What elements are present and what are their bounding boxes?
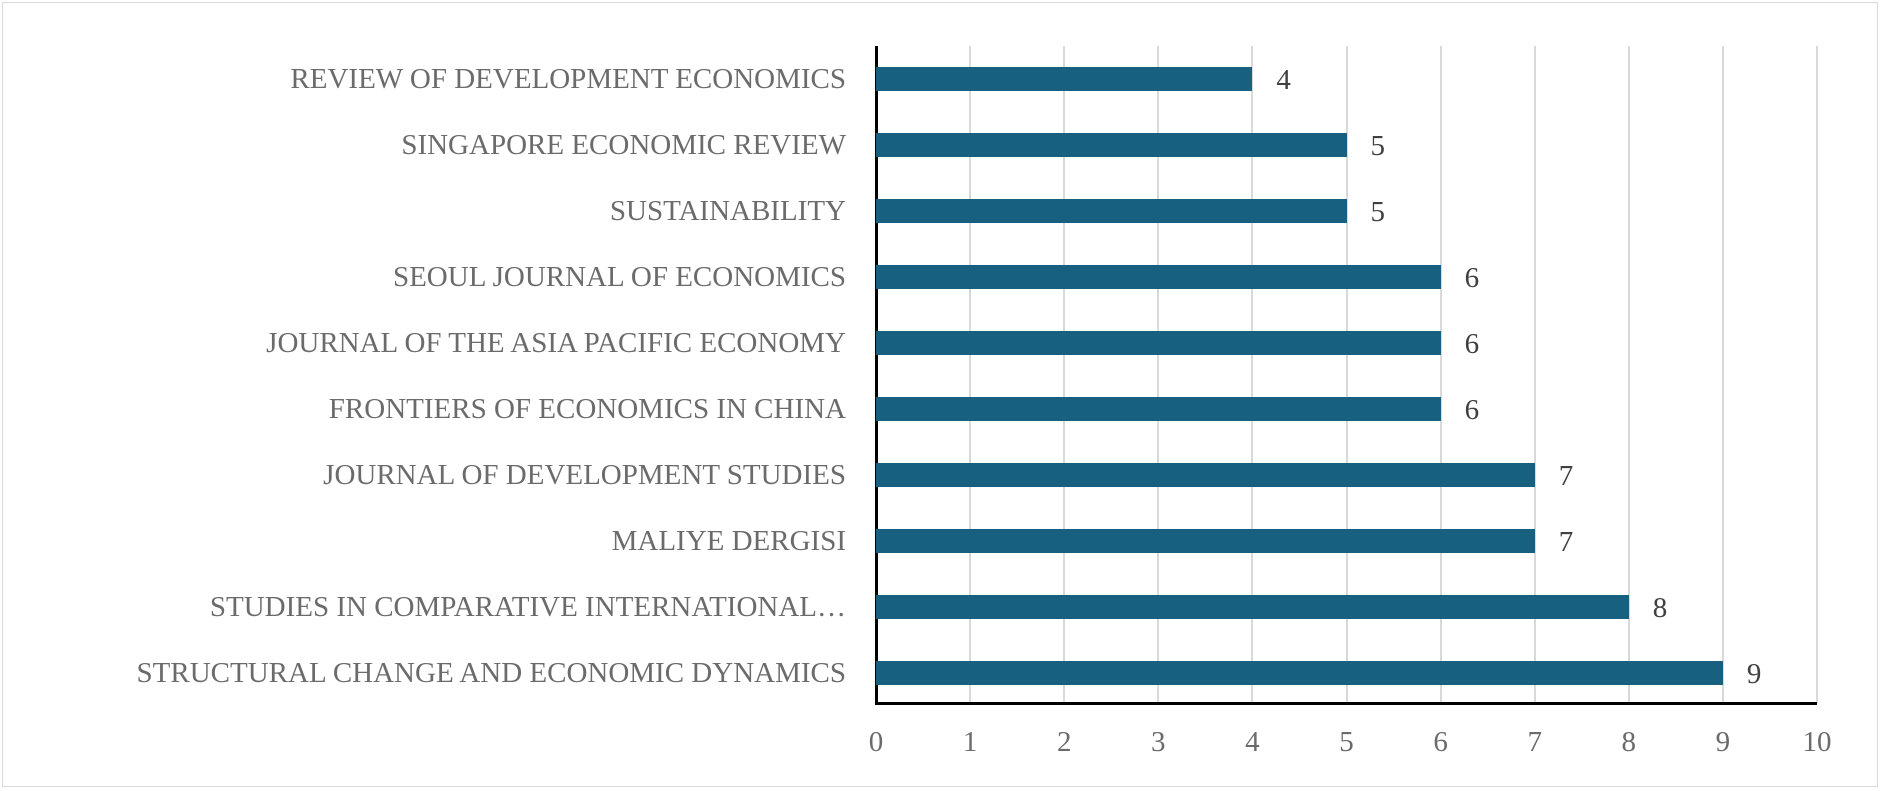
data-label: 5	[1370, 130, 1386, 162]
x-axis	[875, 702, 1817, 705]
data-label: 6	[1464, 328, 1480, 360]
x-tick-label: 4	[1245, 726, 1260, 758]
data-label: 8	[1652, 592, 1668, 624]
category-label: REVIEW OF DEVELOPMENT ECONOMICS	[290, 63, 846, 95]
data-label: 7	[1558, 460, 1574, 492]
data-label: 9	[1746, 658, 1762, 690]
x-tick-label: 10	[1802, 726, 1832, 758]
x-tick-label: 5	[1339, 726, 1354, 758]
category-label: SINGAPORE ECONOMIC REVIEW	[401, 129, 846, 161]
x-tick-label: 7	[1527, 726, 1542, 758]
bar	[876, 397, 1441, 421]
x-tick-label: 2	[1056, 726, 1072, 758]
y-axis	[875, 46, 878, 703]
gridline	[1816, 46, 1818, 703]
data-label: 6	[1464, 394, 1480, 426]
gridline	[1251, 46, 1254, 703]
x-tick-label: 8	[1621, 726, 1637, 758]
x-tick-label: 9	[1715, 726, 1731, 758]
gridline	[1063, 46, 1066, 703]
gridline	[1439, 46, 1442, 703]
category-label: FRONTIERS OF ECONOMICS IN CHINA	[328, 393, 846, 425]
gridline	[1721, 46, 1724, 703]
data-label: 7	[1558, 526, 1574, 558]
gridline	[969, 46, 972, 703]
x-tick-label: 0	[868, 726, 884, 758]
category-label: JOURNAL OF DEVELOPMENT STUDIES	[323, 459, 846, 491]
x-tick-label: 3	[1151, 726, 1166, 758]
gridline	[1627, 46, 1630, 703]
bar	[876, 265, 1441, 289]
gridline	[1157, 46, 1160, 703]
category-label: STUDIES IN COMPARATIVE INTERNATIONAL…	[209, 591, 846, 623]
data-label: 4	[1276, 64, 1291, 96]
bar	[876, 661, 1723, 685]
data-label: 5	[1370, 196, 1386, 228]
gridline	[1533, 46, 1536, 703]
category-label: MALIYE DERGISI	[611, 525, 846, 557]
bar	[876, 133, 1347, 157]
bar	[876, 595, 1629, 619]
category-label: STRUCTURAL CHANGE AND ECONOMIC DYNAMICS	[136, 657, 846, 689]
category-label: SEOUL JOURNAL OF ECONOMICS	[392, 261, 846, 293]
bar	[876, 331, 1441, 355]
category-label: JOURNAL OF THE ASIA PACIFIC ECONOMY	[266, 327, 846, 359]
x-tick-label: 6	[1433, 726, 1448, 758]
plot-area: 4 5 5 6 6 6 7 7 8 9	[875, 46, 1818, 705]
bar	[876, 529, 1535, 553]
bar	[876, 199, 1347, 223]
data-label: 6	[1464, 262, 1480, 294]
bar	[876, 67, 1253, 91]
bar	[876, 463, 1535, 487]
gridline	[1345, 46, 1348, 703]
x-tick-label: 1	[962, 726, 978, 758]
category-label: SUSTAINABILITY	[609, 195, 846, 227]
